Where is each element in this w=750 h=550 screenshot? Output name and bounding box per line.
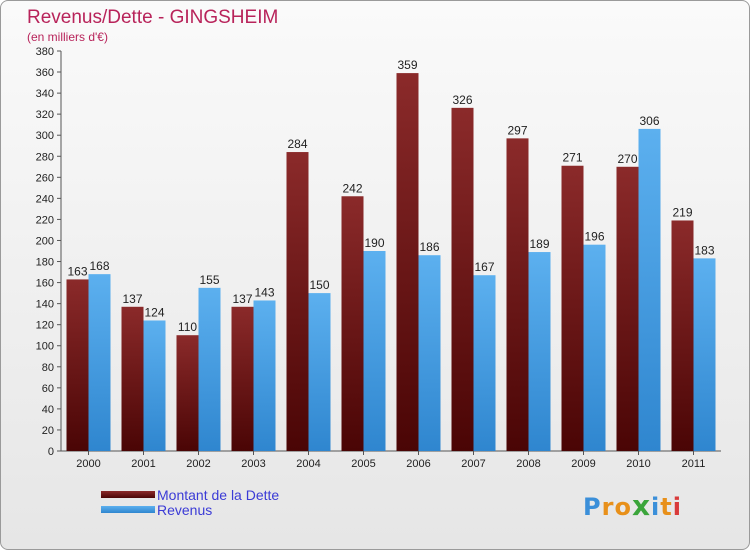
y-tick-label: 240 xyxy=(36,193,54,205)
data-label-debt: 110 xyxy=(178,320,197,334)
y-tick-label: 100 xyxy=(36,341,54,353)
y-tick-label: 380 xyxy=(36,46,54,58)
y-tick-label: 40 xyxy=(42,404,54,416)
bar-revenue xyxy=(638,128,661,451)
bar-debt xyxy=(671,220,694,451)
bar-debt xyxy=(231,306,254,451)
legend-label-revenue: Revenus xyxy=(157,501,213,518)
logo-letter: r xyxy=(601,493,615,521)
data-label-revenue: 189 xyxy=(529,237,549,251)
x-tick-label: 2009 xyxy=(571,458,595,470)
y-tick-label: 300 xyxy=(36,130,54,142)
bar-debt xyxy=(451,107,474,451)
data-label-debt: 270 xyxy=(617,152,637,166)
bar-debt xyxy=(286,152,309,452)
bar-revenue xyxy=(473,275,496,451)
x-tick-label: 2000 xyxy=(76,458,100,470)
data-label-debt: 219 xyxy=(672,205,692,219)
y-tick-label: 160 xyxy=(36,278,54,290)
bar-revenue xyxy=(363,251,386,451)
proxiti-logo: Proxiti xyxy=(583,489,682,522)
data-label-debt: 359 xyxy=(397,58,417,72)
bar-revenue xyxy=(143,320,166,451)
data-label-revenue: 143 xyxy=(254,285,274,299)
y-tick-label: 140 xyxy=(36,299,54,311)
x-tick-label: 2008 xyxy=(516,458,540,470)
data-label-revenue: 196 xyxy=(584,230,604,244)
bar-debt xyxy=(66,279,89,451)
bar-debt xyxy=(121,306,144,451)
logo-letter: o xyxy=(614,493,632,521)
data-label-revenue: 306 xyxy=(639,114,659,128)
y-tick-label: 260 xyxy=(36,172,54,184)
data-label-revenue: 155 xyxy=(199,273,219,287)
data-label-debt: 297 xyxy=(507,123,527,137)
y-tick-label: 120 xyxy=(36,320,54,332)
logo-letter: i xyxy=(672,493,682,521)
legend-item-debt: Montant de la Dette xyxy=(101,486,280,503)
legend: Montant de la Dette Revenus xyxy=(101,486,280,518)
bar-debt xyxy=(506,138,529,452)
bar-revenue xyxy=(308,293,331,451)
bar-debt xyxy=(176,335,199,451)
bar-revenue xyxy=(198,287,221,451)
x-tick-label: 2002 xyxy=(186,458,210,470)
y-tick-label: 60 xyxy=(42,383,54,395)
data-label-revenue: 167 xyxy=(474,260,494,274)
bar-debt xyxy=(561,165,584,451)
bar-revenue xyxy=(693,258,716,451)
x-tick-label: 2011 xyxy=(682,458,706,470)
y-tick-label: 320 xyxy=(36,109,54,121)
data-label-debt: 137 xyxy=(122,292,142,306)
data-label-debt: 326 xyxy=(452,93,472,107)
x-tick-label: 2004 xyxy=(296,458,320,470)
x-tick-label: 2006 xyxy=(406,458,430,470)
y-tick-label: 360 xyxy=(36,67,54,79)
data-label-revenue: 183 xyxy=(694,243,714,257)
data-label-revenue: 168 xyxy=(89,259,109,273)
y-tick-label: 20 xyxy=(42,425,54,437)
x-tick-label: 2001 xyxy=(131,458,155,470)
y-tick-label: 200 xyxy=(36,235,54,247)
y-tick-label: 0 xyxy=(48,446,54,458)
logo-letter: x xyxy=(631,489,651,522)
logo-letter: i xyxy=(651,493,661,521)
legend-swatch-debt xyxy=(101,491,155,498)
data-label-debt: 137 xyxy=(232,292,252,306)
data-label-revenue: 186 xyxy=(419,240,439,254)
x-tick-label: 2005 xyxy=(351,458,375,470)
data-label-debt: 242 xyxy=(342,181,362,195)
bar-revenue xyxy=(418,255,441,451)
y-tick-label: 80 xyxy=(42,362,54,374)
legend-item-revenue: Revenus xyxy=(101,501,279,518)
x-tick-label: 2003 xyxy=(241,458,265,470)
y-tick-label: 220 xyxy=(36,214,54,226)
data-label-debt: 284 xyxy=(287,137,307,151)
bar-debt xyxy=(396,73,419,452)
bar-revenue xyxy=(253,300,276,451)
bar-debt xyxy=(616,166,639,451)
y-tick-label: 180 xyxy=(36,257,54,269)
data-label-debt: 163 xyxy=(67,264,87,278)
x-tick-label: 2010 xyxy=(626,458,650,470)
x-tick-label: 2007 xyxy=(461,458,485,470)
data-label-revenue: 124 xyxy=(144,305,164,319)
data-label-revenue: 150 xyxy=(309,278,329,292)
logo-letter: P xyxy=(583,493,602,521)
data-label-revenue: 190 xyxy=(364,236,384,250)
bar-revenue xyxy=(528,252,551,451)
bar-debt xyxy=(341,196,364,451)
data-label-debt: 271 xyxy=(562,151,582,165)
y-tick-label: 280 xyxy=(36,151,54,163)
legend-swatch-revenue xyxy=(101,506,155,513)
bar-revenue xyxy=(88,274,111,451)
y-tick-label: 340 xyxy=(36,88,54,100)
legend-label-debt: Montant de la Dette xyxy=(157,486,280,503)
bar-revenue xyxy=(583,244,606,451)
chart-title: Revenus/Dette - GINGSHEIM xyxy=(27,7,279,28)
logo-letter: t xyxy=(660,493,673,521)
chart-subtitle: (en milliers d'€) xyxy=(27,30,108,44)
